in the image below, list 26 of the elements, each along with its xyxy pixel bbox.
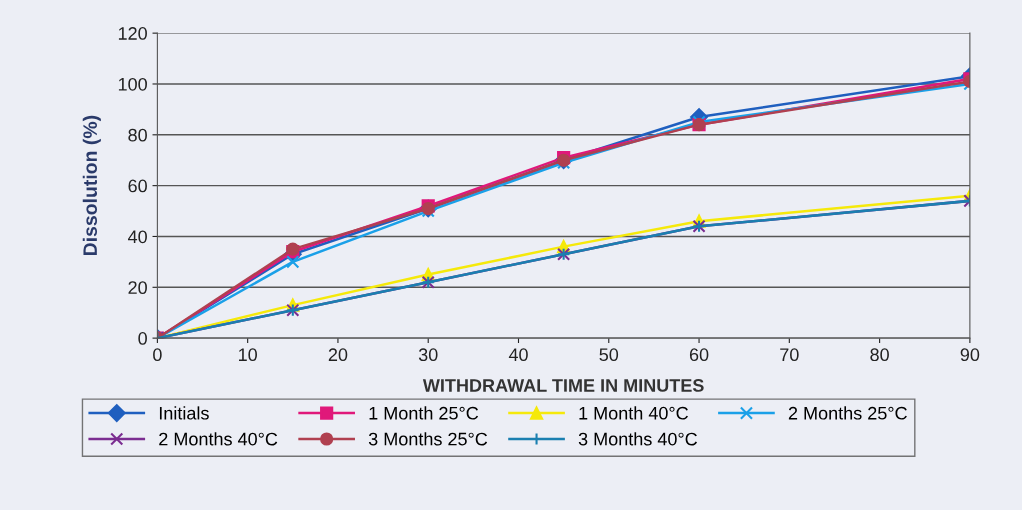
y-tick-label: 100: [118, 77, 147, 91]
legend-label: Initials: [159, 406, 209, 420]
x-tick-label: 30: [418, 348, 438, 362]
x-axis-title: WITHDRAWAL TIME IN MINUTES: [422, 379, 704, 392]
x-tick-label: 50: [599, 348, 619, 362]
x-tick-label: 10: [239, 348, 257, 362]
y-tick-label: 0: [138, 332, 147, 345]
legend-label: 2 Months 25°C: [788, 406, 907, 420]
legend-label: 1 Month 40°C: [579, 406, 688, 420]
legend-label: 3 Months 25°C: [368, 432, 488, 446]
y-tick-label: 20: [128, 281, 147, 295]
x-tick-label: 80: [870, 348, 889, 362]
y-tick-label: 40: [128, 230, 147, 244]
x-tick-label: 20: [328, 348, 348, 362]
x-tick-label: 40: [508, 348, 528, 362]
y-axis-title: Dissolution (%): [82, 115, 101, 256]
x-tick-label: 60: [689, 348, 709, 362]
x-tick-label: 70: [780, 348, 799, 362]
y-tick-label: 60: [128, 179, 147, 193]
x-tick-label: 0: [153, 348, 162, 362]
legend-label: 1 Month 25°C: [369, 406, 479, 420]
legend-label: 2 Months 40°C: [159, 432, 278, 446]
legend-label: 3 Months 40°C: [578, 432, 698, 446]
y-tick-label: 80: [128, 128, 147, 142]
x-tick-label: 90: [960, 348, 980, 362]
y-tick-label: 120: [118, 27, 147, 40]
